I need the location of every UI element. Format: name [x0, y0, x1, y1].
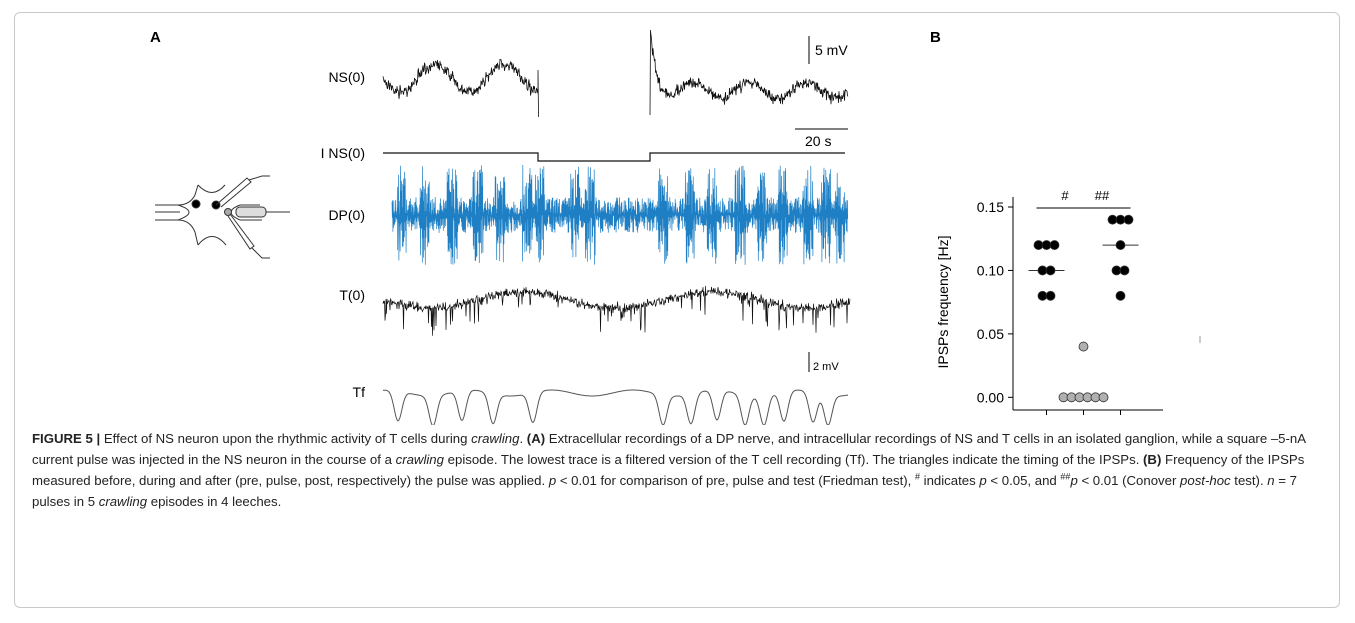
panel-label: B	[930, 29, 941, 46]
trace	[382, 285, 851, 336]
scale-label: 5 mV	[815, 42, 848, 58]
caption-text: episode. The lowest trace is a filtered …	[443, 452, 1144, 467]
caption-text: (A)	[526, 431, 546, 446]
caption-text: Effect of NS neuron upon the rhythmic ac…	[100, 431, 472, 446]
caption-text: = 7 pulses in 5	[32, 473, 1297, 509]
caption-text: episodes in 4 leeches.	[147, 494, 282, 509]
caption-text: crawling	[471, 431, 520, 446]
scale-label: 2 mV	[813, 361, 839, 373]
caption-text: p	[1070, 473, 1078, 488]
data-point	[1078, 341, 1089, 352]
caption-text: (B)	[1143, 452, 1162, 467]
caption-text: Frequency of the IPSPs measured before, …	[32, 452, 1305, 488]
caption-text: Extracellular recordings of a DP nerve, …	[32, 431, 1306, 467]
data-point	[1119, 265, 1130, 276]
data-point	[1115, 290, 1126, 301]
caption-text: < 0.01 for comparison of pre, pulse and …	[556, 473, 915, 488]
trace	[383, 389, 849, 425]
data-point	[1049, 240, 1060, 250]
caption-text: crawling	[98, 494, 148, 509]
trace	[383, 152, 845, 162]
trace	[382, 58, 539, 118]
caption-text: p	[548, 473, 557, 488]
caption-text: #	[914, 471, 920, 482]
significance-label: ##	[1095, 188, 1110, 203]
y-axis-label: IPSPs frequency [Hz]	[935, 235, 951, 368]
data-point	[1123, 214, 1134, 225]
trace-label: I NS(0)	[321, 145, 365, 161]
y-tick-label: 0.10	[977, 262, 1004, 278]
caption-label: FIGURE 5 |	[32, 431, 101, 446]
caption-text: .	[519, 431, 527, 446]
caption-text: crawling	[395, 452, 444, 467]
ganglion-diagram	[155, 175, 290, 259]
trace	[391, 164, 849, 265]
data-point	[1045, 290, 1056, 301]
caption: FIGURE 5 | Effect of NS neuron upon the …	[32, 428, 1332, 512]
caption-text: post-hoc	[1180, 473, 1231, 488]
significance-label: #	[1061, 188, 1069, 203]
data-point	[1098, 392, 1109, 403]
caption-text: < 0.05, and	[986, 473, 1061, 488]
caption-text: test).	[1230, 473, 1268, 488]
trace-label: NS(0)	[328, 69, 365, 85]
figure-frame	[14, 12, 1340, 608]
caption-text: p	[979, 473, 987, 488]
data-point	[1115, 240, 1126, 250]
data-point	[1045, 265, 1056, 276]
trace-label: DP(0)	[328, 207, 365, 223]
caption-text: n	[1267, 473, 1275, 488]
y-tick-label: 0.05	[977, 326, 1004, 342]
trace-label: Tf	[353, 384, 366, 400]
scale-label: 20 s	[805, 133, 831, 149]
panel-label: A	[150, 29, 161, 46]
caption-text: < 0.01 (Conover	[1077, 473, 1181, 488]
y-tick-label: 0.15	[977, 199, 1004, 215]
caption-text: ##	[1060, 471, 1071, 482]
trace-label: T(0)	[339, 287, 365, 303]
y-tick-label: 0.00	[977, 389, 1004, 405]
caption-text: indicates	[919, 473, 980, 488]
figure: A B NS(0) I NS(0) DP(0) T(0) Tf 5 mV 20 …	[150, 29, 1201, 425]
trace	[649, 29, 849, 116]
